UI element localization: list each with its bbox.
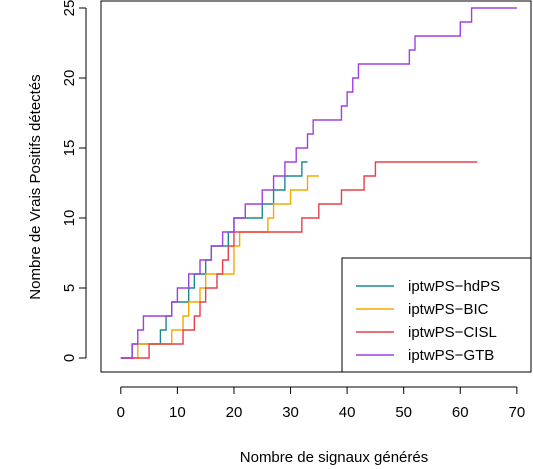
x-tick-label: 50 [395, 404, 412, 421]
legend-label: iptwPS−hdPS [408, 278, 500, 295]
legend-label: iptwPS−GTB [408, 347, 494, 364]
y-tick-label: 25 [61, 0, 78, 16]
legend-label: iptwPS−CISL [408, 324, 497, 341]
series-lines [120, 7, 517, 359]
legend-label: iptwPS−BIC [408, 301, 489, 318]
y-axis: 0 5 10 15 20 25 [61, 0, 87, 362]
x-axis: 0 10 20 30 40 50 60 70 [117, 386, 526, 421]
x-tick-label: 0 [117, 404, 125, 421]
y-tick-label: 20 [61, 70, 78, 87]
x-tick-label: 40 [339, 404, 356, 421]
series-line [120, 161, 308, 359]
legend-box [341, 257, 532, 373]
y-tick-label: 15 [61, 140, 78, 157]
x-tick-label: 60 [452, 404, 469, 421]
plot-frame [100, 0, 532, 373]
y-tick-label: 10 [61, 210, 78, 227]
y-tick-label: 0 [61, 354, 78, 362]
x-tick-label: 10 [169, 404, 186, 421]
y-axis-label: Nombre de Vrais Positifs détectés [27, 74, 44, 299]
y-tick-label: 5 [61, 284, 78, 292]
x-tick-label: 70 [509, 404, 526, 421]
x-tick-label: 30 [282, 404, 299, 421]
series-line [120, 7, 517, 359]
x-tick-label: 20 [226, 404, 243, 421]
series-line [120, 175, 319, 359]
legend: iptwPS−hdPS iptwPS−BIC iptwPS−CISL iptwPS−G… [341, 257, 532, 373]
series-line [120, 161, 478, 359]
x-axis-label: Nombre de signaux générés [240, 449, 428, 466]
